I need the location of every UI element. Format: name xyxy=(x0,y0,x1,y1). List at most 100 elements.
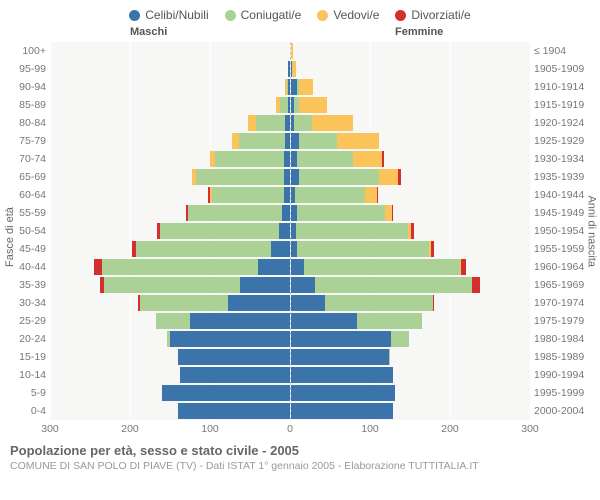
segment-widowed xyxy=(337,133,379,149)
year-label: 1905-1909 xyxy=(534,60,590,78)
bar-female xyxy=(291,43,293,59)
year-label: 1930-1934 xyxy=(534,150,590,168)
year-label: 1960-1964 xyxy=(534,258,590,276)
age-label: 70-74 xyxy=(0,150,46,168)
segment-married xyxy=(102,259,258,275)
bar-male xyxy=(186,205,290,221)
segment-widowed xyxy=(353,151,382,167)
bar-female xyxy=(291,331,409,347)
segment-divorced xyxy=(377,187,379,203)
segment-married xyxy=(294,115,312,131)
year-label: 2000-2004 xyxy=(534,402,590,420)
bar-female xyxy=(291,205,393,221)
year-label: 1980-1984 xyxy=(534,330,590,348)
segment-married xyxy=(188,205,282,221)
legend-swatch xyxy=(395,10,406,21)
age-label: 100+ xyxy=(0,42,46,60)
year-label: 1995-1999 xyxy=(534,384,590,402)
segment-divorced xyxy=(461,259,466,275)
x-tick-label: 0 xyxy=(287,423,293,435)
segment-single xyxy=(258,259,290,275)
age-label: 15-19 xyxy=(0,348,46,366)
footer: Popolazione per età, sesso e stato civil… xyxy=(0,437,600,472)
year-label: 1945-1949 xyxy=(534,204,590,222)
segment-married xyxy=(315,277,472,293)
x-tick-label: 100 xyxy=(201,423,219,435)
bar-female xyxy=(291,133,379,149)
segment-single xyxy=(271,241,290,257)
gridline xyxy=(530,42,531,420)
segment-single xyxy=(178,403,290,419)
segment-married xyxy=(156,313,190,329)
bar-female xyxy=(291,115,353,131)
bar-female xyxy=(291,259,466,275)
legend: Celibi/NubiliConiugati/eVedovi/eDivorzia… xyxy=(0,0,600,26)
segment-married xyxy=(389,349,390,365)
age-label: 30-34 xyxy=(0,294,46,312)
segment-married xyxy=(104,277,240,293)
x-tick-label: 100 xyxy=(361,423,379,435)
age-label: 20-24 xyxy=(0,330,46,348)
segment-single xyxy=(228,295,290,311)
age-label: 35-39 xyxy=(0,276,46,294)
bar-male xyxy=(232,133,290,149)
bar-male xyxy=(178,403,290,419)
segment-single xyxy=(291,313,357,329)
segment-married xyxy=(160,223,278,239)
segment-married xyxy=(304,259,460,275)
bar-male xyxy=(248,115,290,131)
segment-divorced xyxy=(433,295,435,311)
bar-female xyxy=(291,79,313,95)
age-label: 5-9 xyxy=(0,384,46,402)
segment-single xyxy=(291,331,391,347)
segment-single xyxy=(279,223,290,239)
year-label: 1915-1919 xyxy=(534,96,590,114)
bar-female xyxy=(291,97,327,113)
legend-swatch xyxy=(317,10,328,21)
legend-label: Divorziati/e xyxy=(411,8,470,22)
segment-married xyxy=(212,187,284,203)
bar-female xyxy=(291,151,384,167)
bar-female xyxy=(291,295,434,311)
year-label: 1920-1924 xyxy=(534,114,590,132)
bar-female xyxy=(291,403,393,419)
segment-married xyxy=(140,295,228,311)
axis-title-right: Anni di nascita xyxy=(586,195,598,267)
year-label: 1990-1994 xyxy=(534,366,590,384)
centerline xyxy=(290,42,291,420)
age-label: 80-84 xyxy=(0,114,46,132)
header-female: Femmine xyxy=(395,26,443,38)
plot-area xyxy=(50,42,530,420)
legend-label: Coniugati/e xyxy=(241,8,302,22)
year-label: ≤ 1904 xyxy=(534,42,590,60)
age-label: 0-4 xyxy=(0,402,46,420)
chart-outer: Fasce di età Anni di nascita 100+95-9990… xyxy=(0,42,600,420)
year-label: 1955-1959 xyxy=(534,240,590,258)
age-label: 65-69 xyxy=(0,168,46,186)
age-label: 10-14 xyxy=(0,366,46,384)
segment-single xyxy=(170,331,290,347)
bar-male xyxy=(192,169,290,185)
segment-divorced xyxy=(472,277,480,293)
age-label: 95-99 xyxy=(0,60,46,78)
bar-male xyxy=(100,277,290,293)
segment-divorced xyxy=(431,241,434,257)
segment-widowed xyxy=(292,61,296,77)
segment-married xyxy=(391,331,409,347)
x-tick-label: 200 xyxy=(121,423,139,435)
legend-swatch xyxy=(225,10,236,21)
age-label: 25-29 xyxy=(0,312,46,330)
chart-subtitle: COMUNE DI SAN POLO DI PIAVE (TV) - Dati … xyxy=(10,458,590,472)
segment-single xyxy=(291,367,393,383)
segment-married xyxy=(256,115,285,131)
gender-headers: Maschi Femmine xyxy=(0,26,600,42)
segment-widowed xyxy=(299,97,327,113)
age-label: 75-79 xyxy=(0,132,46,150)
bar-female xyxy=(291,169,401,185)
segment-married xyxy=(299,169,379,185)
segment-divorced xyxy=(94,259,102,275)
axis-title-left: Fasce di età xyxy=(4,207,16,267)
bar-female xyxy=(291,313,422,329)
segment-single xyxy=(178,349,290,365)
segment-widowed xyxy=(291,43,293,59)
